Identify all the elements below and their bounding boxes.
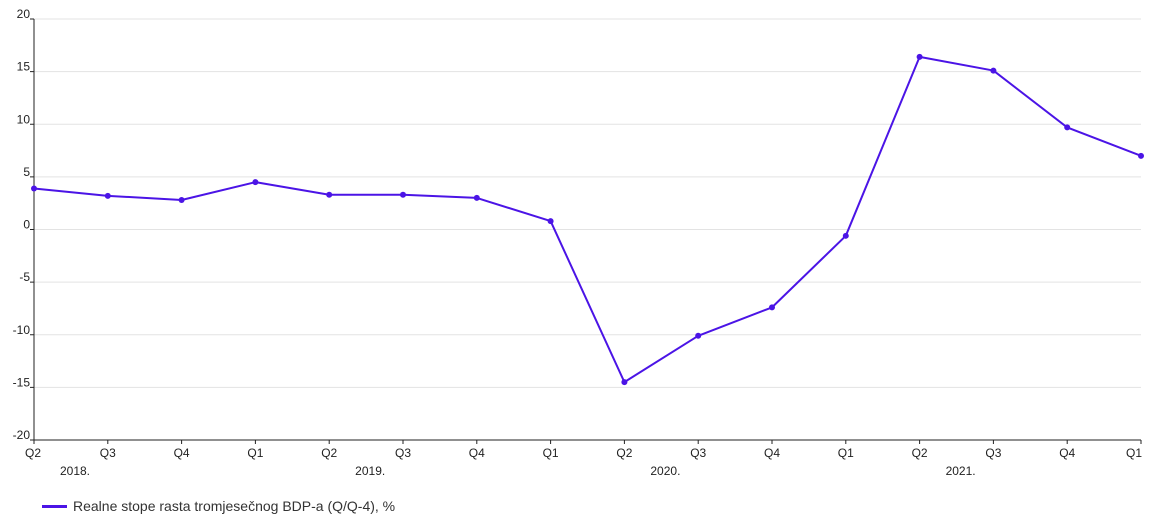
y-tick-label: -5 — [19, 270, 30, 284]
y-tick-label: -20 — [13, 428, 31, 442]
x-tick-label: Q1 — [838, 446, 854, 460]
x-tick-label: Q1 — [1126, 446, 1142, 460]
x-tick-label: Q4 — [174, 446, 190, 460]
y-tick-label: -15 — [13, 375, 31, 389]
year-label: 2021. — [946, 464, 976, 478]
year-label: 2019. — [355, 464, 385, 478]
year-label: 2020. — [650, 464, 680, 478]
data-point — [842, 232, 849, 239]
x-tick-label: Q3 — [985, 446, 1001, 460]
data-point — [990, 67, 997, 74]
data-point — [547, 218, 554, 225]
year-labels: 2018. 2019. 2020. 2021. — [60, 464, 976, 478]
data-point — [326, 191, 333, 198]
year-label: 2018. — [60, 464, 90, 478]
data-point — [1064, 124, 1071, 131]
x-tick-label: Q2 — [25, 446, 41, 460]
x-tick-label: Q1 — [247, 446, 263, 460]
legend-swatch — [42, 504, 67, 508]
data-points — [31, 53, 1144, 386]
grid-lines — [34, 18, 1141, 388]
data-point — [473, 194, 480, 201]
data-point — [695, 332, 702, 339]
x-tick-label: Q4 — [469, 446, 485, 460]
y-tick-label: -10 — [13, 323, 31, 337]
y-tick-label: 0 — [23, 218, 30, 232]
x-tick-label: Q4 — [1059, 446, 1075, 460]
data-point — [178, 197, 185, 204]
line-chart: 20 15 10 5 0 -5 -10 -15 -20 Q2 Q3 Q4 Q1 Q2 Q3 Q4 Q1 Q2 Q3… — [13, 7, 1144, 478]
y-tick-label: 10 — [17, 112, 31, 126]
x-tick-label: Q3 — [690, 446, 706, 460]
x-tick-label: Q3 — [395, 446, 411, 460]
x-tick-label: Q2 — [616, 446, 632, 460]
x-tick-label: Q2 — [321, 446, 337, 460]
y-tick-label: 20 — [17, 7, 31, 21]
x-tick-label: Q4 — [764, 446, 780, 460]
data-point — [1138, 152, 1144, 159]
y-tick-label: 15 — [17, 60, 31, 74]
data-point — [104, 192, 111, 199]
x-tick-label: Q3 — [100, 446, 116, 460]
data-point — [621, 379, 628, 386]
y-tick-labels: 20 15 10 5 0 -5 -10 -15 -20 — [13, 7, 31, 442]
data-point — [769, 304, 775, 311]
x-tick-labels: Q2 Q3 Q4 Q1 Q2 Q3 Q4 Q1 Q2 Q3 Q4 Q1 Q2 Q3 Q4 Q1 — [25, 446, 1142, 460]
x-tick-label: Q2 — [912, 446, 928, 460]
legend-label: Realne stope rasta tromjesečnog BDP-a (Q… — [73, 498, 396, 514]
data-point — [400, 191, 406, 198]
y-tick-label: 5 — [23, 165, 30, 179]
data-point — [31, 185, 37, 192]
axes — [30, 18, 1142, 444]
series-lines — [33, 55, 1142, 384]
x-tick-label: Q1 — [543, 446, 559, 460]
series-line — [33, 55, 1142, 384]
legend: Realne stope rasta tromjesečnog BDP-a (Q… — [42, 498, 395, 514]
data-point — [916, 53, 923, 60]
data-point — [252, 179, 259, 186]
